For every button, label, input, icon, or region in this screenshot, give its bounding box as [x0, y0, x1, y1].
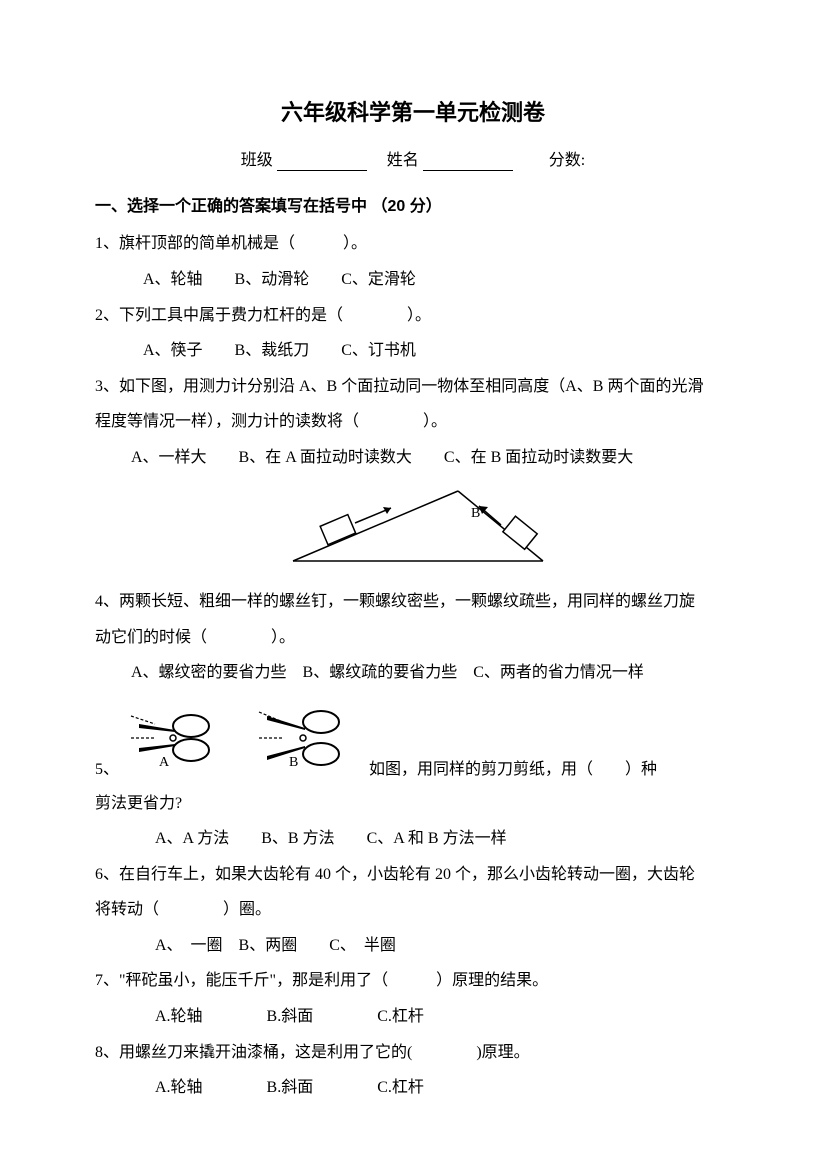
class-blank[interactable] [277, 153, 367, 171]
page-title: 六年级科学第一单元检测卷 [95, 90, 731, 136]
q7-options: A.轮轴 B.斜面 C.杠杆 [95, 1000, 731, 1034]
q5-text-line2: 剪法更省力? [95, 787, 731, 821]
q6-text-line1: 6、在自行车上，如果大齿轮有 40 个，小齿轮有 20 个，那么小齿轮转动一圈，… [95, 858, 731, 892]
q4-text-line2: 动它们的时候（ ）。 [95, 621, 731, 655]
score-label: 分数: [549, 152, 585, 169]
q4-text-line1: 4、两颗长短、粗细一样的螺丝钉，一颗螺纹密些，一颗螺纹疏些，用同样的螺丝刀旋 [95, 585, 731, 619]
svg-text:A: A [159, 755, 170, 770]
q4-options: A、螺纹密的要省力些 B、螺纹疏的要省力些 C、两者的省力情况一样 [95, 656, 731, 690]
q5-row: 5、 A B [95, 702, 731, 787]
q7-text: 7、"秤砣虽小，能压千斤"，那是利用了（ ）原理的结果。 [95, 964, 731, 998]
q8-text: 8、用螺丝刀来撬开油漆桶，这是利用了它的( )原理。 [95, 1036, 731, 1070]
q8-options: A.轮轴 B.斜面 C.杠杆 [95, 1071, 731, 1105]
info-line: 班级 姓名 分数: [95, 144, 731, 178]
q1-options: A、轮轴 B、动滑轮 C、定滑轮 [95, 263, 731, 297]
q3-figure: B [95, 481, 731, 584]
name-blank[interactable] [423, 153, 513, 171]
class-label: 班级 [241, 152, 273, 169]
figure-label-b: B [471, 506, 480, 521]
section-1-header: 一、选择一个正确的答案填写在括号中 （20 分） [95, 190, 731, 224]
q5-options: A、A 方法 B、B 方法 C、A 和 B 方法一样 [95, 822, 731, 856]
svg-text:B: B [289, 755, 298, 770]
q1-text: 1、旗杆顶部的简单机械是（ ）。 [95, 227, 731, 261]
q2-options: A、筷子 B、裁纸刀 C、订书机 [95, 334, 731, 368]
q3-text-line2: 程度等情况一样），测力计的读数将（ ）。 [95, 405, 731, 439]
q3-options: A、一样大 B、在 A 面拉动时读数大 C、在 B 面拉动时读数要大 [95, 441, 731, 475]
name-label: 姓名 [387, 152, 419, 169]
q5-figure: A B [119, 702, 369, 787]
q6-text-line2: 将转动（ ）圈。 [95, 893, 731, 927]
q2-text: 2、下列工具中属于费力杠杆的是（ ）。 [95, 299, 731, 333]
q3-text-line1: 3、如下图，用测力计分别沿 A、B 个面拉动同一物体至相同高度（A、B 两个面的… [95, 370, 731, 404]
q5-text-right: 如图，用同样的剪刀剪纸，用（ ）种 [369, 753, 657, 787]
q6-options: A、 一圈 B、两圈 C、 半圈 [95, 929, 731, 963]
q5-prefix: 5、 [95, 753, 119, 787]
